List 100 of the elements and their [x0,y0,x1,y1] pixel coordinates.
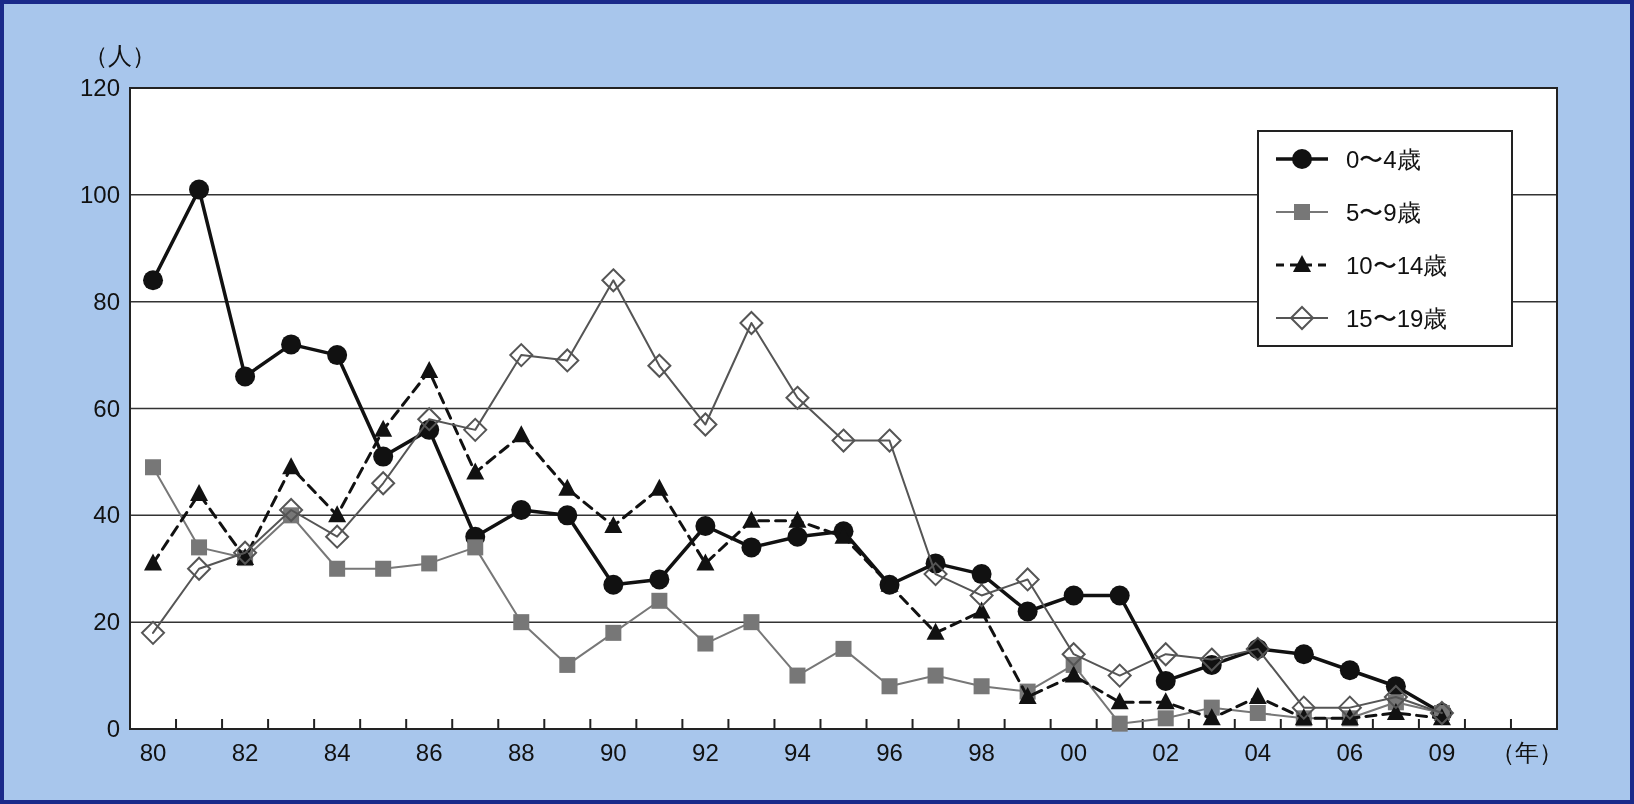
point [328,505,347,523]
point [559,656,576,673]
x-tick-label: 84 [323,739,351,766]
point [371,471,396,496]
point [555,348,580,373]
point [1015,567,1040,592]
point [512,425,531,443]
point [509,343,534,368]
point [835,640,852,657]
point [971,564,992,585]
point [1110,692,1129,710]
x-tick-label: 92 [692,739,719,766]
x-tick-label: 02 [1152,739,1180,766]
point [605,624,622,641]
point [327,345,348,366]
point [466,462,485,480]
point [1249,704,1266,721]
point [1018,686,1037,704]
point [1017,601,1038,622]
y-tick-label: 0 [106,715,120,742]
x-tick-label: 90 [599,739,627,766]
x-tick-label: 09 [1428,739,1456,766]
point [281,334,302,355]
point [233,540,258,565]
point [279,497,304,522]
point [143,270,164,291]
point [1157,710,1174,727]
legend-label: 10〜14歳 [1346,252,1448,279]
point [695,516,716,537]
point [787,526,808,547]
point [235,366,256,387]
point [145,459,162,476]
point [1248,686,1267,704]
point [557,505,578,526]
point [511,499,532,520]
point [1061,642,1086,667]
point [831,428,856,453]
point [969,583,994,608]
legend-label: 5〜9歳 [1346,199,1421,226]
point [190,483,209,501]
point [923,562,948,587]
point [785,385,810,410]
point [329,560,346,577]
point [739,311,764,336]
point [1109,585,1130,606]
x-tick-label: 80 [139,739,167,766]
point [1107,663,1132,688]
point [421,555,438,572]
point [1386,702,1405,720]
point [926,622,945,640]
point [697,635,714,652]
point [417,407,442,432]
x-tick-label: 88 [507,739,535,766]
point [742,510,761,528]
point [282,457,301,475]
point [1153,642,1178,667]
point [604,516,623,534]
point [650,478,669,496]
point [144,553,163,571]
legend-label: 15〜19歳 [1346,305,1448,332]
point [693,412,718,437]
point [463,417,488,442]
x-tick-label: 82 [231,739,259,766]
point [651,592,668,609]
legend-label: 0〜4歳 [1346,146,1421,173]
point [1064,665,1083,683]
point [375,560,392,577]
x-tick-label: 86 [415,739,443,766]
point [141,620,166,645]
point [420,361,439,379]
y-tick-label: 120 [79,74,120,101]
point [973,678,990,695]
point [1111,715,1128,732]
point [187,556,212,581]
x-tick-label: 04 [1244,739,1272,766]
y-tick-label: 80 [93,287,120,315]
point [881,678,898,695]
point [1202,708,1221,726]
point [601,268,626,293]
x-tick-label: 98 [968,739,995,766]
point [1293,644,1314,665]
x-tick-label: 00 [1060,739,1088,766]
point [877,428,902,453]
y-tick-label: 60 [93,394,120,422]
point [1155,670,1176,691]
x-tick-label: 06 [1336,739,1364,766]
y-tick-label: 40 [93,501,120,529]
x-tick-label: 96 [876,739,903,766]
point [743,614,760,631]
point [1063,585,1084,606]
point [325,524,350,549]
y-axis-title: （人） [84,42,156,69]
point [788,510,807,528]
point [696,553,715,571]
point [649,569,670,590]
point [927,667,944,684]
point [789,667,806,684]
y-tick-label: 100 [79,180,120,208]
point [647,353,672,378]
point [1199,647,1224,672]
